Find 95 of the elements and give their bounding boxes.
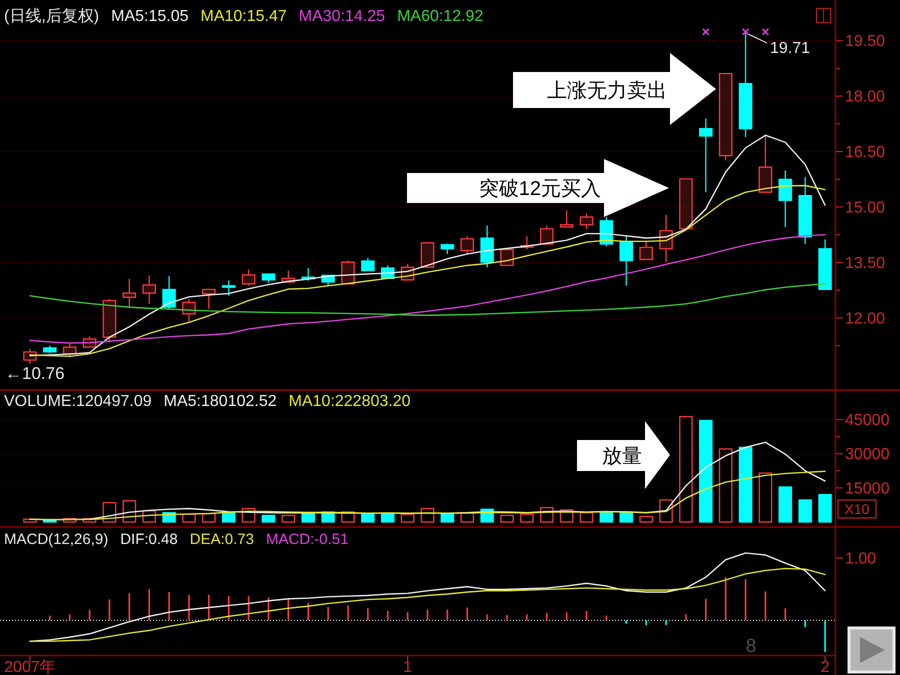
text: MACD:-0.51 [266, 531, 348, 548]
annotation: ←10.76 [5, 364, 65, 383]
x-tick-label: 1 [403, 659, 412, 675]
y-tick-label: 12.00 [845, 310, 886, 328]
bar [182, 514, 196, 523]
bar [500, 514, 514, 523]
bar [341, 511, 355, 523]
bar [102, 502, 116, 523]
bar [818, 494, 832, 523]
y-tick-label: 18.00 [845, 88, 886, 106]
bar [62, 518, 76, 523]
annotation: 上涨无力卖出 [547, 80, 667, 102]
x-tick-label: 2 [820, 659, 830, 675]
bar [380, 514, 395, 523]
candlestick [480, 224, 494, 268]
line-series [29, 134, 826, 356]
y-tick-label: 45000 [845, 412, 890, 430]
y-tick-label: 19.50 [845, 33, 886, 50]
line-series [29, 234, 826, 344]
chart-title: MACD(12,26,9) [4, 531, 108, 548]
candlestick [560, 210, 574, 228]
bar [679, 416, 693, 523]
bar [520, 514, 534, 523]
bar [758, 472, 772, 523]
text: 1.00 [845, 550, 876, 568]
candlestick [62, 343, 76, 357]
candlestick [142, 274, 156, 304]
bar [282, 514, 296, 523]
bar [420, 508, 434, 523]
y-tick-label: 16.50 [845, 144, 886, 162]
chart-title: VOLUME:120497.09 [4, 393, 152, 410]
bar [699, 420, 713, 523]
bar [82, 518, 96, 523]
bar [122, 500, 136, 523]
annotation: 8 [746, 636, 756, 657]
x-tick-label: 2007年 [4, 659, 56, 675]
candlestick [460, 236, 474, 255]
text: MA5:15.05 [111, 8, 189, 25]
bar [600, 511, 614, 523]
candlestick [202, 288, 216, 310]
text: MA10:222803.20 [288, 393, 411, 410]
bar [639, 516, 653, 523]
annotation: 放量 [602, 446, 642, 468]
candlestick [818, 238, 832, 290]
candlestick [580, 213, 594, 230]
annotation: 19.71 [770, 40, 810, 57]
bar [560, 509, 574, 523]
bar [400, 514, 414, 523]
candlestick [242, 268, 256, 286]
bar [798, 499, 812, 523]
text: MA60:12.92 [397, 8, 484, 25]
bar [242, 508, 256, 523]
bar [778, 486, 792, 523]
bar [142, 510, 156, 523]
bar [738, 446, 752, 523]
text: MA10:15.47 [200, 8, 287, 25]
y-tick-label: 15000 [845, 480, 890, 498]
candlestick [440, 243, 454, 255]
bar [262, 514, 276, 523]
candlestick [758, 134, 772, 193]
candlestick [262, 273, 276, 284]
candlestick [778, 170, 792, 228]
text: DIF:0.48 [120, 531, 178, 548]
y-axis-title: X10 [844, 501, 870, 517]
text: DEA:0.73 [190, 531, 254, 548]
candlestick [43, 345, 57, 354]
candlestick [500, 248, 514, 266]
candlestick [361, 257, 375, 272]
candlestick [679, 178, 693, 230]
candlestick [540, 224, 554, 246]
y-tick-label: 30000 [845, 446, 890, 464]
candlestick [639, 240, 653, 260]
candlestick [620, 234, 634, 286]
candlestick [420, 242, 434, 269]
line-series [29, 283, 826, 316]
y-tick-label: 15.00 [845, 200, 886, 217]
bar [540, 507, 554, 523]
candlestick [798, 176, 812, 245]
candlestick [699, 118, 713, 193]
bar [659, 499, 673, 523]
line-series [29, 470, 826, 520]
annotation: 突破12元买入 [478, 178, 601, 200]
bar [580, 512, 594, 523]
text: MA30:14.25 [298, 8, 386, 25]
text: MA5:180102.52 [164, 393, 277, 410]
y-tick-label: 13.50 [845, 254, 886, 272]
candlestick [122, 278, 136, 308]
bar [361, 514, 375, 523]
bar [222, 512, 236, 523]
bar [718, 448, 732, 523]
candlestick [222, 280, 236, 296]
text: (日线,后复权) [4, 7, 100, 25]
candlestick [102, 298, 116, 343]
candlestick [718, 72, 732, 162]
candlestick [162, 276, 176, 310]
